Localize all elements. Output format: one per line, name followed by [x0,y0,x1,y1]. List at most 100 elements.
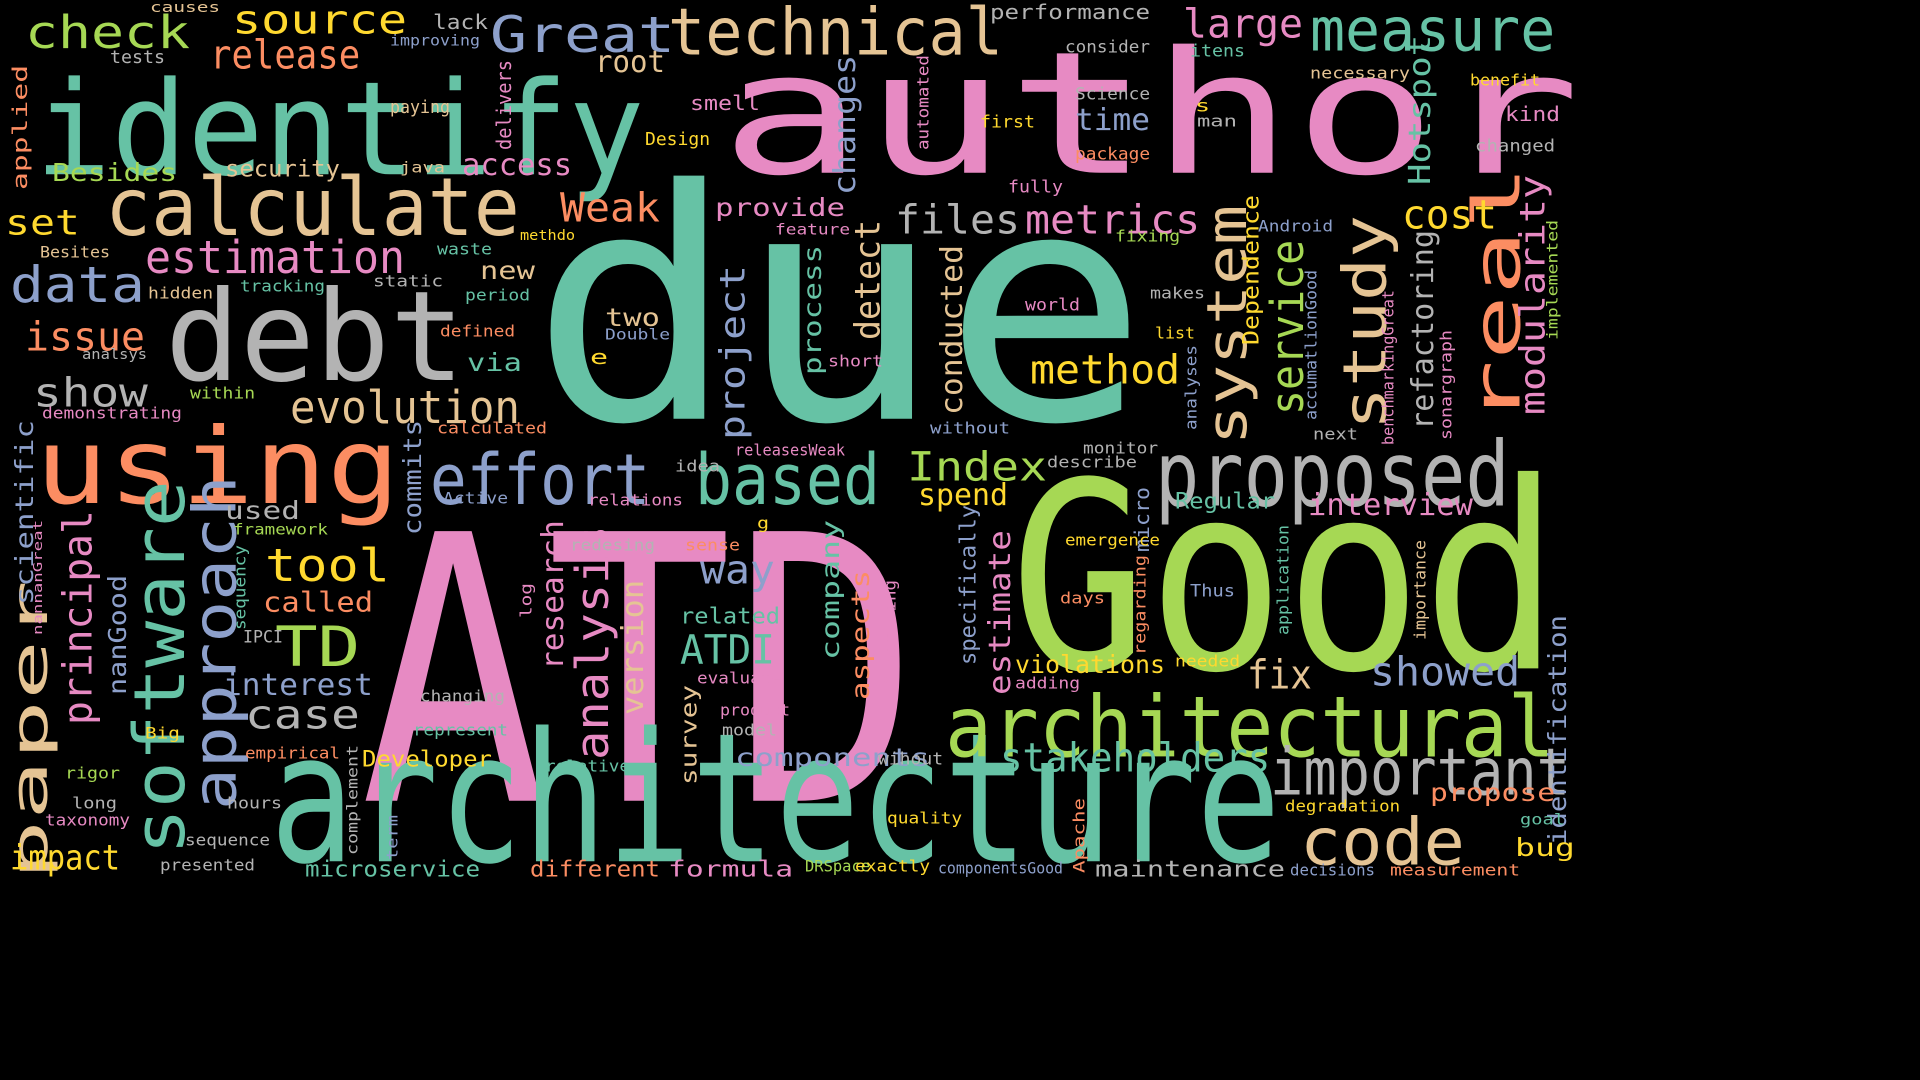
word: tracking [240,276,325,296]
word: architectural [945,677,1555,777]
word: architecture [270,693,1281,905]
word: empirical [245,743,340,763]
word: s [1195,95,1211,116]
word: degradation [1285,796,1401,816]
word: debt [165,263,465,410]
word: conducted [934,245,970,415]
word: two [605,302,660,332]
word: Design [645,128,711,150]
word: release [210,31,361,79]
word: survey [676,684,702,785]
word: waste [437,239,493,259]
word: Thus [1190,580,1235,601]
word: decisions [1290,860,1375,880]
word: technical [668,0,1003,71]
word: implemented [1543,219,1562,340]
word: refactoring [1405,229,1441,430]
word: time [1075,102,1150,138]
word: Great [490,5,676,64]
word: nanGood [102,574,132,695]
word: research [535,520,571,670]
word: man [1197,111,1237,131]
word: monitor [1083,438,1159,458]
word: within [190,383,256,403]
word: log [516,583,536,618]
word: propose [1430,777,1556,807]
word: emergence [1065,530,1160,550]
word: sequence [185,830,270,850]
word: identify [35,53,645,206]
word: case [245,691,360,739]
word: detect [846,219,888,340]
word: aspects [845,569,875,700]
word: different [530,856,660,882]
word: measurement [1390,860,1521,880]
word: sonargraph [1436,329,1456,440]
word: company [815,519,845,660]
word: causes [150,0,221,16]
word: estimate [982,530,1018,695]
word: kind [1505,102,1560,126]
word: calculate [105,160,520,255]
word: java [400,158,445,177]
word: via [467,347,522,377]
word: show [33,369,148,417]
word: delivers [492,60,516,150]
word: g [757,513,770,533]
word: model [722,720,778,740]
word: lack [433,10,488,34]
word: data [10,255,145,314]
word: Regular [1175,488,1276,514]
word: maintenance [1095,856,1286,882]
word: interest [223,667,373,703]
word: changed [1475,135,1556,156]
word: idea [675,456,720,476]
word: version [615,579,651,715]
word: fixing [1115,226,1181,246]
word: package [1075,143,1151,164]
word: fix [1247,651,1312,699]
word: first [980,111,1036,132]
word: Index [907,443,1048,491]
word: provide [715,192,846,222]
word: makes [1150,283,1206,303]
word: accumatlionGood [1301,269,1321,420]
word: defined [440,321,516,341]
word: exactly [855,856,931,876]
word: DRSpace [805,856,871,876]
word: benchmarkingGreat [1378,290,1398,445]
word: importance [1410,539,1430,640]
word: TD [275,615,361,680]
word: showed [1370,648,1521,696]
word: security [225,154,340,182]
word: components [735,742,931,772]
word: large [1183,0,1304,48]
word: hidden [148,283,214,303]
word: nannanGreat [30,519,45,635]
word: check [25,5,191,59]
word: root [595,44,665,80]
word: application [1273,524,1293,635]
word: goal [1520,810,1565,829]
word: principal [54,510,102,725]
word: analsys [82,345,148,363]
word: performance [990,0,1151,24]
word: related [680,603,781,629]
word: effort [430,438,651,521]
word: long [72,793,117,813]
word: project [711,264,753,440]
word: process [797,244,827,375]
word: ATDI [680,626,775,674]
word: analyses [1181,345,1201,430]
word: called [263,585,374,619]
word: complement [343,744,362,855]
word: access [462,147,573,183]
word: issue [25,313,146,361]
word: Double [605,325,671,344]
word: benefit [1470,70,1541,90]
word: Weak [560,184,660,232]
word: Apache [1069,797,1089,873]
word: author [720,14,1581,214]
word: violations [1015,649,1166,679]
